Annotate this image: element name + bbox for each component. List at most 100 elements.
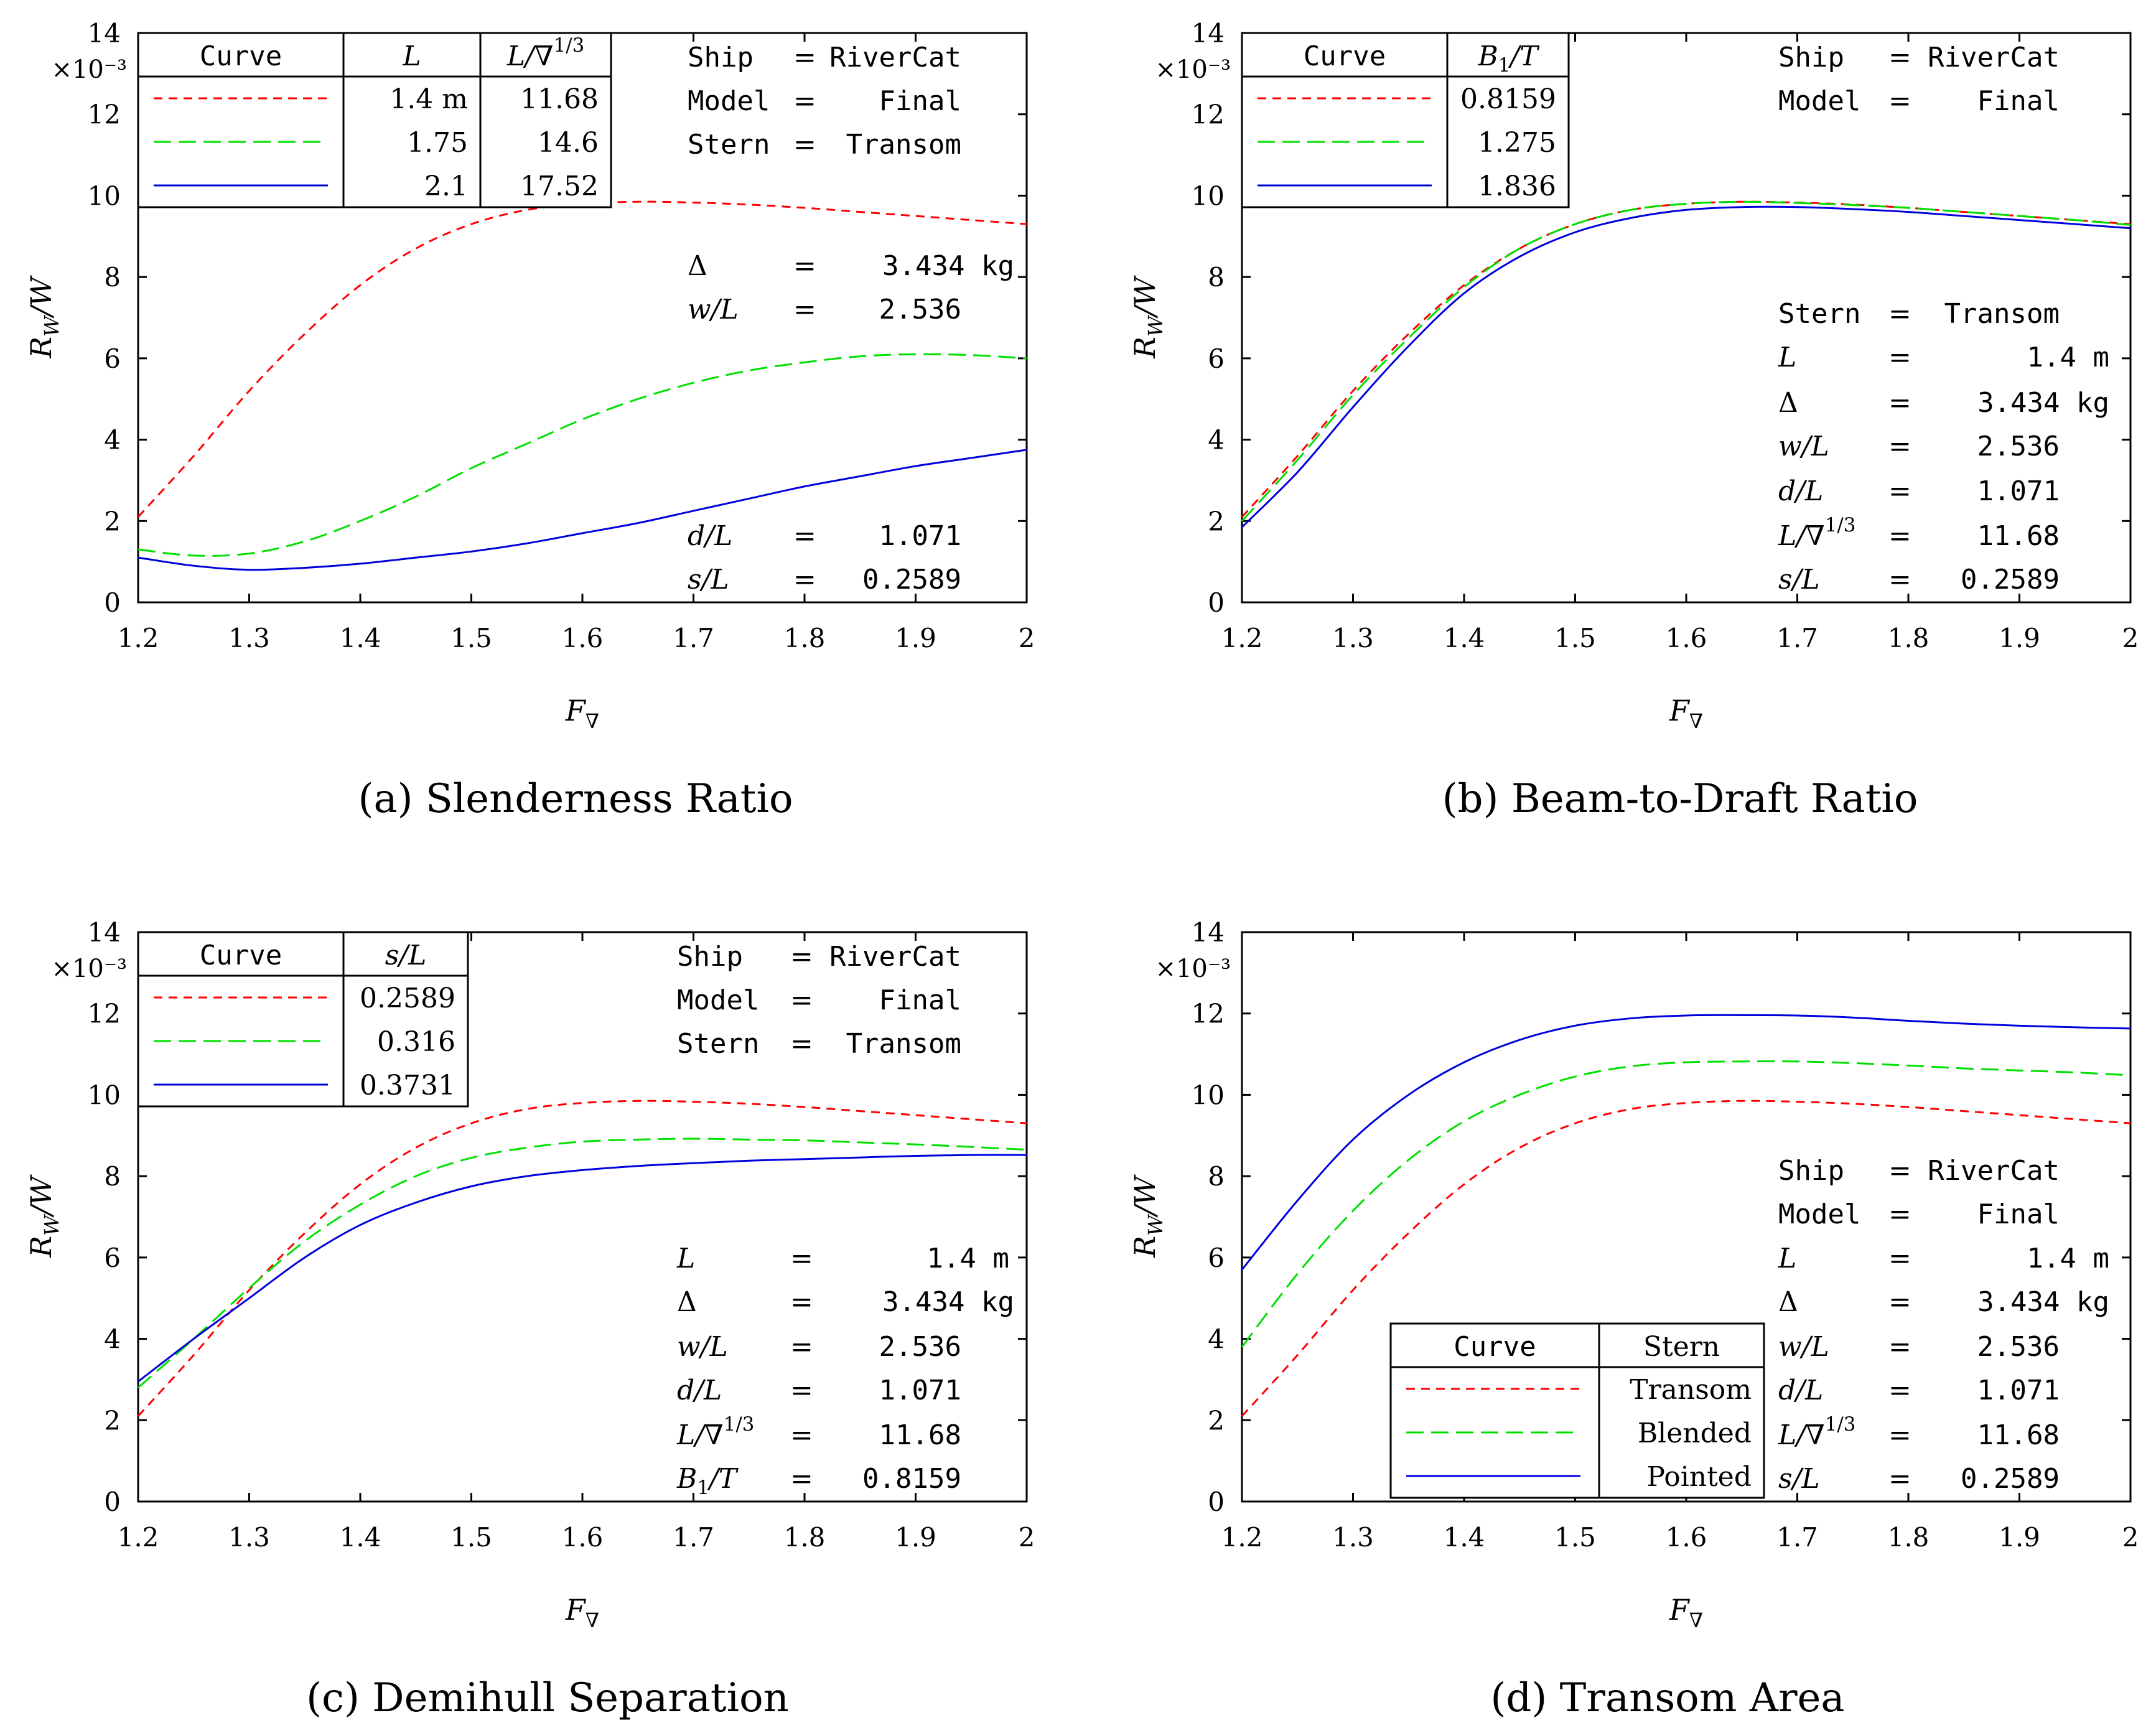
x-tick-label: 1.4 [340, 623, 381, 653]
x-tick-label: 2 [1019, 1522, 1035, 1553]
annotation-equals: = [790, 1375, 813, 1406]
annotation-value: 3.434 kg [1977, 387, 2109, 419]
y-tick-label: 14 [1192, 917, 1225, 948]
legend-cell: 0.316 [377, 1026, 455, 1058]
annotation-label: Model [1778, 85, 1860, 117]
y-tick-label: 0 [1208, 587, 1225, 618]
y-tick-label: 4 [104, 425, 121, 455]
y-tick-label: 12 [1192, 999, 1225, 1029]
series-line-0-2589 [137, 1100, 1027, 1417]
x-tick-label: 1.2 [1221, 623, 1263, 653]
annotation-value: 0.2589 [1961, 564, 2060, 596]
x-tick-label: 2 [1019, 623, 1035, 653]
x-tick-label: 1.8 [784, 1522, 826, 1553]
annotation-value: 3.434 kg [882, 250, 1014, 282]
annotation-label: d/L [1778, 1375, 1823, 1406]
legend-header: Stern [1643, 1331, 1720, 1363]
legend-box [137, 931, 469, 1108]
annotation-label: L [1778, 1243, 1796, 1274]
annotation-value: Transom [846, 1028, 961, 1060]
chart-panel-2: 1.2 1.3 1.4 1.5 1.6 1.7 1.8 1.9 2 0 2 4 6 8 10 12 14 ×10⁻… [1128, 18, 2139, 733]
x-tick-label: 1.2 [1221, 1522, 1263, 1553]
x-tick-label: 1.8 [1888, 623, 1930, 653]
y-tick-label: 2 [1208, 506, 1225, 536]
x-tick-label: 1.5 [1554, 1522, 1596, 1553]
y-tick-label: 12 [1192, 100, 1225, 130]
y-tick-label: 12 [88, 100, 121, 130]
annotation-label: d/L [1778, 475, 1823, 507]
x-tick-label: 1.9 [895, 1522, 936, 1553]
legend: Curve s/L 0.2589 0.316 0.3731 [137, 931, 469, 1108]
x-tick-label: 1.5 [450, 1522, 492, 1553]
annotation-label: s/L [1778, 564, 1820, 596]
annotation-value: 1.071 [1977, 1375, 2060, 1406]
annotation-value: 11.68 [1977, 520, 2060, 552]
annotation-label: d/L [688, 520, 732, 552]
annotation-label: Δ [1778, 1286, 1798, 1318]
legend-cell: Transom [1630, 1374, 1752, 1406]
annotation-value: 3.434 kg [882, 1286, 1014, 1318]
x-tick-label: 1.6 [1666, 623, 1707, 653]
annotation-label: Model [1778, 1198, 1860, 1230]
x-tick-label: 1.3 [1332, 623, 1374, 653]
x-tick-label: 1.3 [228, 1522, 270, 1553]
y-multiplier: ×10⁻³ [1155, 55, 1231, 84]
y-tick-label: 6 [104, 1243, 121, 1273]
legend-cell: Pointed [1646, 1461, 1752, 1493]
y-tick-label: 10 [1192, 1080, 1225, 1110]
annotation-equals: = [790, 1331, 813, 1363]
x-tick-label: 1.6 [562, 1522, 604, 1553]
annotation-value: Transom [846, 129, 961, 161]
x-tick-label: 1.7 [1776, 623, 1818, 653]
y-tick-label: 2 [104, 1405, 121, 1436]
x-tick-label: 1.7 [673, 1522, 714, 1553]
y-multiplier: ×10⁻³ [51, 55, 127, 84]
annotation-value: RiverCat [1928, 1155, 2060, 1187]
series-line-0-3731 [138, 1154, 1027, 1383]
annotation-label: w/L [1778, 1331, 1829, 1363]
parameter-annotations: Ship = RiverCat Model = Final Stern = Transom L = 1… [676, 941, 1014, 1499]
legend: Curve L L/∇1/3 1.4 m 11.68 1.75 14.6 2.1 17.52 [137, 32, 612, 208]
legend-box [137, 32, 612, 208]
x-tick-label: 1.6 [562, 623, 604, 653]
annotation-equals: = [1888, 475, 1911, 507]
x-axis-label: F∇ [1669, 694, 1703, 733]
annotation-label: w/L [677, 1331, 728, 1363]
y-tick-label: 10 [88, 1080, 121, 1110]
annotation-label: s/L [1778, 1463, 1820, 1495]
annotation-label: Model [677, 984, 759, 1016]
series-line-0-8159 [1241, 200, 2131, 518]
legend-header: Curve [1454, 1331, 1536, 1363]
annotation-value: Final [1977, 1198, 2060, 1230]
x-tick-label: 1.5 [1554, 623, 1596, 653]
legend-box [1389, 1322, 1765, 1499]
legend-cell: 1.75 [407, 127, 468, 159]
annotation-label: L [676, 1243, 695, 1274]
legend-cell: 1.275 [1478, 127, 1556, 159]
annotation-equals: = [1888, 1331, 1911, 1363]
annotation-value: 1.071 [1977, 475, 2060, 507]
annotation-value: 3.434 kg [1977, 1286, 2109, 1318]
annotation-value: 2.536 [879, 1331, 961, 1363]
x-tick-label: 1.7 [1776, 1522, 1818, 1553]
annotation-equals: = [790, 1286, 813, 1318]
annotation-value: 1.4 m [2027, 342, 2109, 373]
y-tick-label: 4 [1208, 425, 1225, 455]
annotation-equals: = [1888, 1463, 1911, 1495]
y-tick-label: 14 [1192, 18, 1225, 49]
parameter-annotations: Ship = RiverCat Model = Final Stern = Transom Δ = 3… [688, 42, 1014, 596]
annotation-value: 11.68 [879, 1419, 961, 1451]
x-tick-label: 1.4 [1444, 1522, 1485, 1553]
x-tick-label: 1.9 [895, 623, 936, 653]
annotation-equals: = [1888, 520, 1911, 552]
y-axis-label: RW/W [24, 275, 63, 359]
x-tick-label: 1.4 [340, 1522, 381, 1553]
annotation-equals: = [790, 1419, 813, 1451]
annotation-equals: = [1888, 342, 1911, 373]
annotation-equals: = [1888, 564, 1911, 596]
x-axis-label: F∇ [565, 1593, 599, 1632]
y-tick-label: 8 [1208, 262, 1225, 292]
annotation-value: Transom [1944, 298, 2060, 330]
annotation-value: 1.4 m [927, 1243, 1009, 1274]
y-axis-label: RW/W [24, 1174, 63, 1258]
